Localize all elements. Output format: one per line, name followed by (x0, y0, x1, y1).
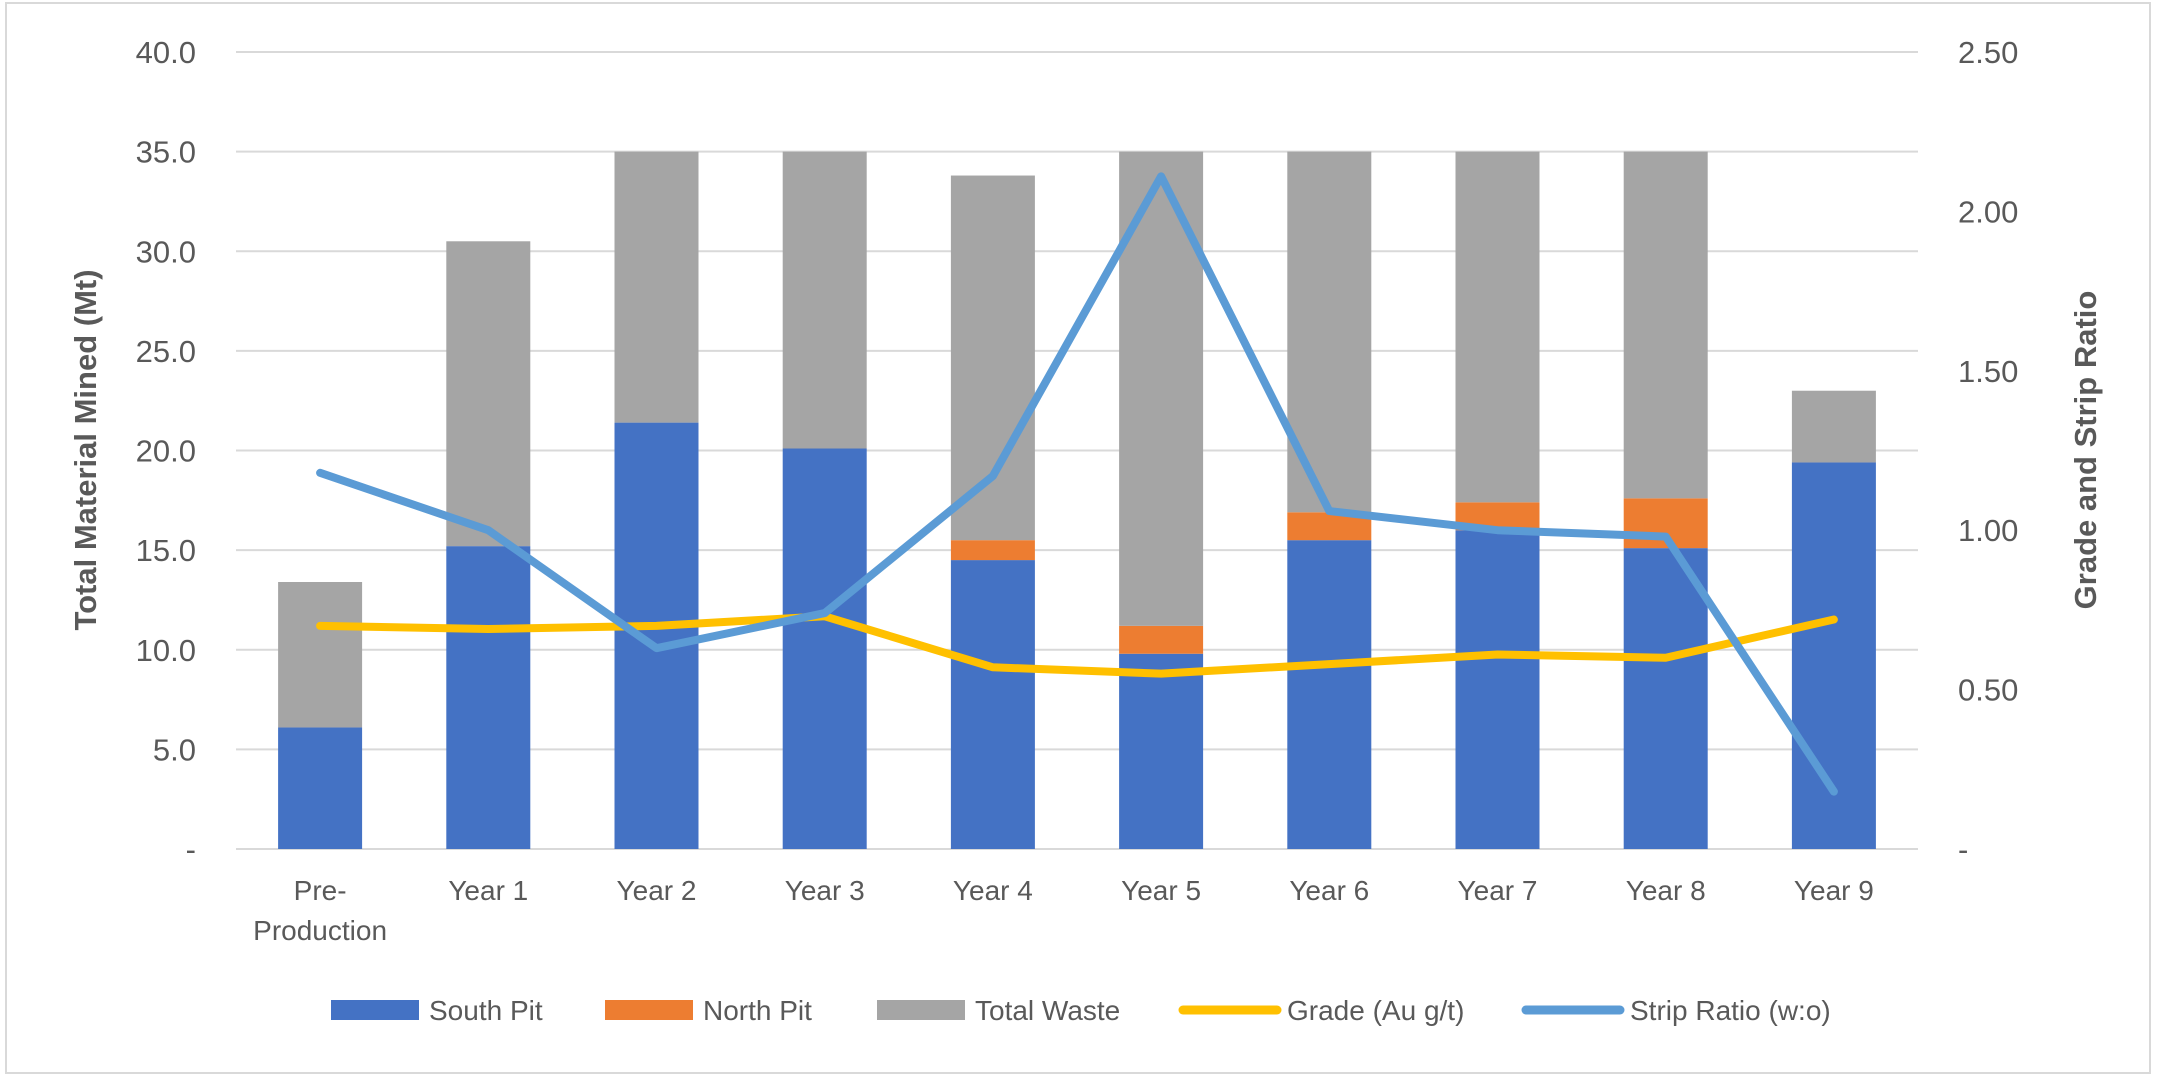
bar-south-pit (614, 422, 699, 849)
category-axis-labels: Pre-Production Year 1 Year 2 Year 3 Year 4 Ye… (253, 875, 1874, 946)
left-tick-label: 10.0 (136, 633, 196, 668)
legend-label-strip-ratio-w-o: Strip Ratio (w:o) (1630, 995, 1831, 1026)
bar-south-pit (950, 560, 1035, 849)
legend-label-grade-au-g-t: Grade (Au g/t) (1287, 995, 1464, 1026)
line-grade-au-g-t (316, 612, 1838, 678)
right-tick-label: 2.00 (1958, 194, 2018, 229)
left-tick-label: 30.0 (136, 234, 196, 269)
bar-south-pit (1119, 653, 1204, 849)
bar-south-pit (446, 546, 531, 849)
legend-swatch-total-waste (877, 1000, 965, 1020)
bar-south-pit (1287, 540, 1372, 849)
left-tick-label: 25.0 (136, 334, 196, 369)
left-axis-ticks: - 5.0 10.0 15.0 20.0 25.0 30.0 35.0 40.0 (136, 35, 196, 867)
legend-label-total-waste: Total Waste (975, 995, 1120, 1026)
bar-total-waste (1623, 151, 1708, 499)
category-label: Year 8 (1626, 875, 1706, 906)
legend-swatch-north-pit (605, 1000, 693, 1020)
left-tick-label: 15.0 (136, 533, 196, 568)
right-tick-label: 0.50 (1958, 673, 2018, 708)
legend-swatch-south-pit (331, 1000, 419, 1020)
right-tick-label: 2.50 (1958, 35, 2018, 70)
category-label: Year 7 (1458, 875, 1538, 906)
bar-north-pit (1119, 625, 1204, 654)
category-label: Year 5 (1121, 875, 1201, 906)
bar-south-pit (1623, 548, 1708, 849)
lines (316, 172, 1838, 796)
left-tick-label: 40.0 (136, 35, 196, 70)
left-tick-label: - (186, 832, 196, 867)
right-tick-label: 1.00 (1958, 513, 2018, 548)
legend: South Pit North Pit Total Waste Grade (Au g… (331, 995, 1831, 1026)
bar-total-waste (1455, 151, 1540, 503)
right-tick-label: 1.50 (1958, 354, 2018, 389)
bar-total-waste (278, 582, 363, 728)
bars (278, 151, 1876, 849)
bar-south-pit (1455, 530, 1540, 849)
category-label: Year 3 (785, 875, 865, 906)
right-axis-ticks: - 0.50 1.00 1.50 2.00 2.50 (1958, 35, 2018, 867)
legend-label-north-pit: North Pit (703, 995, 812, 1026)
category-label: Year 4 (953, 875, 1033, 906)
left-tick-label: 20.0 (136, 434, 196, 469)
category-label: Year 6 (1289, 875, 1369, 906)
legend-label-south-pit: South Pit (429, 995, 543, 1026)
category-label: Pre-Production (253, 875, 387, 946)
category-label: Year 1 (448, 875, 528, 906)
left-tick-label: 5.0 (153, 732, 196, 767)
bar-north-pit (950, 540, 1035, 561)
bar-south-pit (278, 727, 363, 849)
bar-total-waste (1791, 390, 1876, 463)
left-axis-title: Total Material Mined (Mt) (68, 269, 103, 630)
bar-total-waste (950, 175, 1035, 541)
category-label: Year 2 (617, 875, 697, 906)
right-axis-title: Grade and Strip Ratio (2068, 291, 2103, 610)
line-strip-ratio-w-o (316, 172, 1838, 796)
bar-total-waste (614, 151, 699, 423)
bar-total-waste (782, 151, 867, 449)
bar-total-waste (446, 241, 531, 547)
category-label: Year 9 (1794, 875, 1874, 906)
left-tick-label: 35.0 (136, 135, 196, 170)
bar-south-pit (782, 448, 867, 849)
right-tick-label: - (1958, 832, 1968, 867)
